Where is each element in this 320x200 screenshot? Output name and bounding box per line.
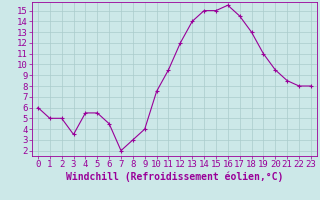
- X-axis label: Windchill (Refroidissement éolien,°C): Windchill (Refroidissement éolien,°C): [66, 172, 283, 182]
